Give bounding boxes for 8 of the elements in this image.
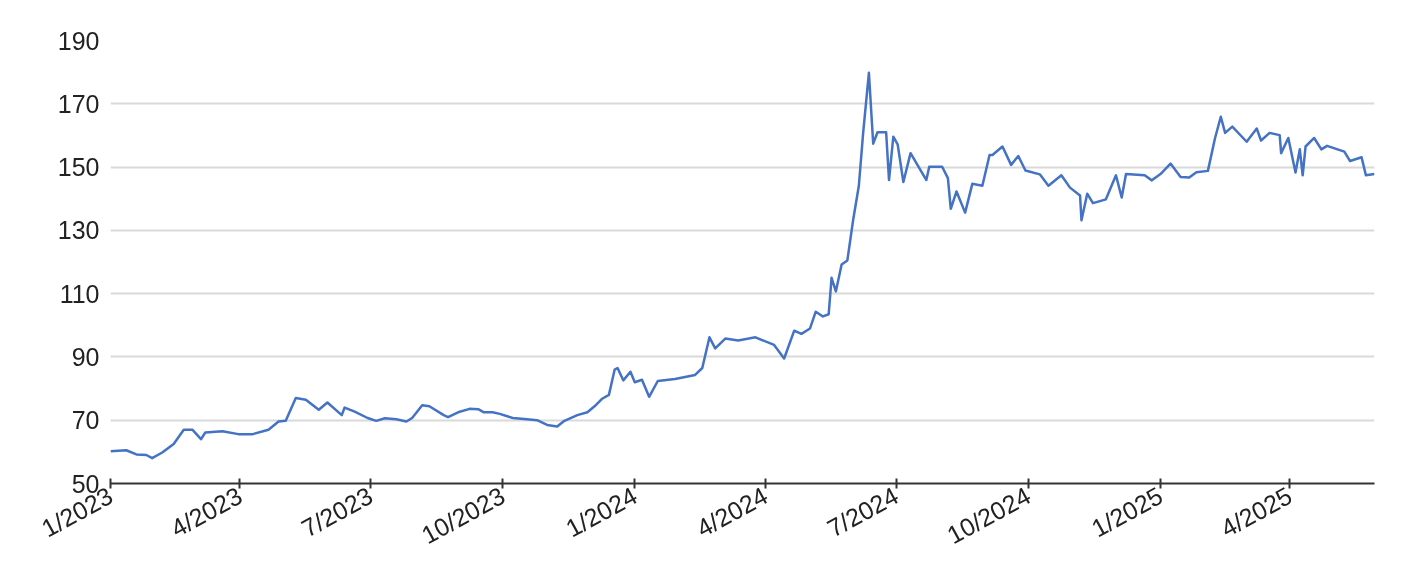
line-series bbox=[110, 71, 1375, 460]
y-tick-label: 90 bbox=[71, 342, 100, 371]
y-tick-label: 190 bbox=[57, 26, 100, 55]
y-tick-label: 70 bbox=[71, 406, 100, 435]
y-tick-label: 110 bbox=[59, 279, 100, 308]
y-tick-label: 130 bbox=[57, 216, 100, 245]
y-tick-label: 150 bbox=[57, 153, 100, 182]
y-tick-label: 170 bbox=[57, 89, 100, 118]
